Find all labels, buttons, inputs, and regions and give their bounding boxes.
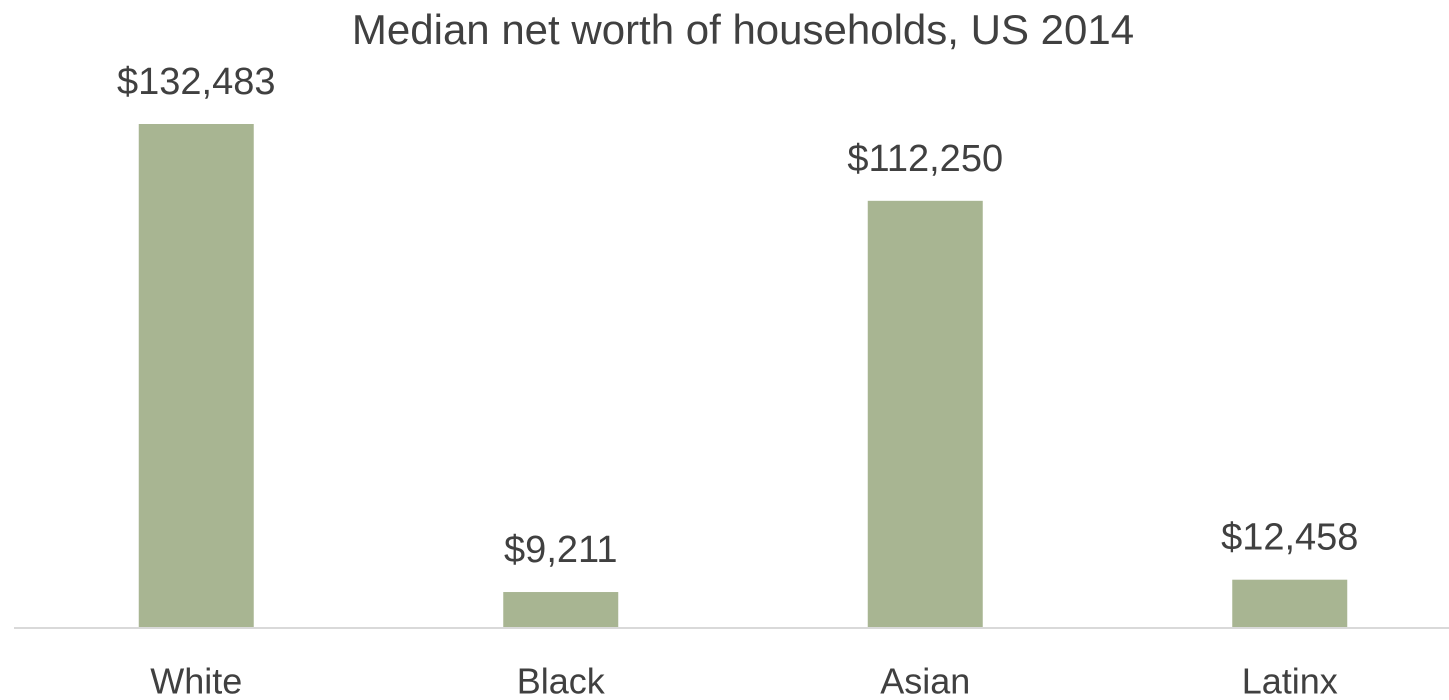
data-label: $132,483 bbox=[117, 61, 276, 103]
bar bbox=[503, 592, 619, 627]
data-label: $9,211 bbox=[504, 529, 617, 571]
x-tick-label: Asian bbox=[880, 661, 970, 700]
bar bbox=[1232, 579, 1348, 627]
bar bbox=[867, 200, 983, 627]
data-label: $112,250 bbox=[847, 138, 1003, 180]
x-tick-label: White bbox=[150, 661, 242, 700]
x-tick-label: Black bbox=[517, 661, 606, 700]
x-tick-label: Latinx bbox=[1242, 661, 1338, 700]
bar bbox=[138, 124, 254, 627]
chart-title: Median net worth of households, US 2014 bbox=[352, 6, 1134, 53]
data-label: $12,458 bbox=[1221, 517, 1358, 559]
